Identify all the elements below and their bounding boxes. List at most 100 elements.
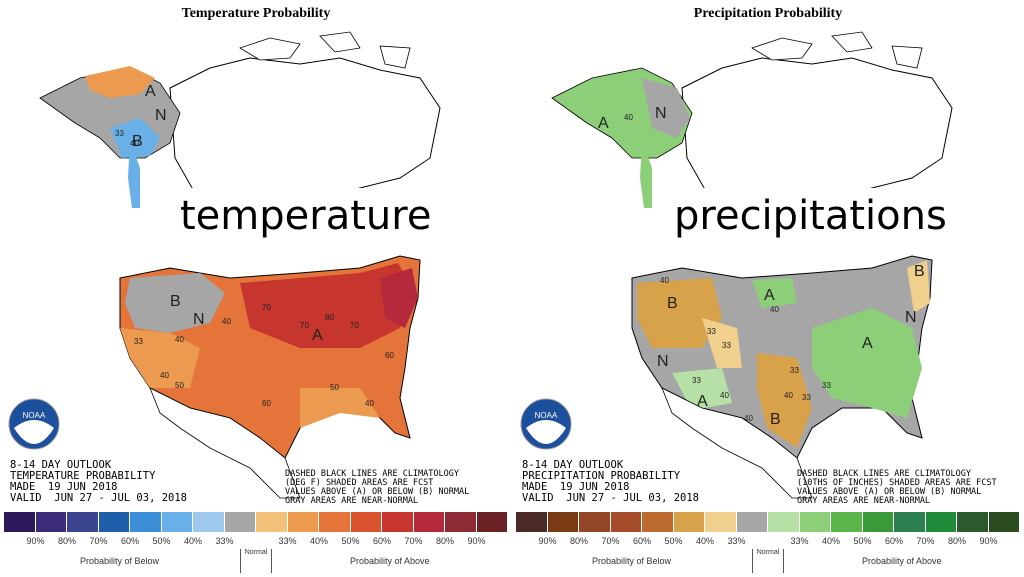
contour-label: 60 (262, 399, 271, 408)
temperature-overlay-label: temperature (164, 188, 448, 244)
northwest-below-zone (637, 278, 722, 348)
temperature-normal-caption: Normal (240, 549, 272, 573)
temperature-legend-note: DASHED BLACK LINES ARE CLIMATOLOGY (DEG F… (285, 469, 470, 506)
region-label: A (598, 115, 609, 132)
colorbar-swatch (705, 512, 737, 532)
temperature-below-caption: Probability of Below (80, 556, 160, 566)
alaska-normal-zone (642, 78, 690, 138)
svg-text:NOAA: NOAA (535, 411, 558, 420)
tick-label: 90% (979, 536, 998, 546)
contour-label: 40 (624, 113, 633, 122)
central-above-zone (240, 263, 412, 348)
contour-label: 40 (175, 335, 184, 344)
region-label: B (914, 263, 925, 280)
tick-label: 70% (601, 536, 620, 546)
region-label: A (312, 327, 323, 344)
colorbar-swatch (319, 512, 351, 532)
region-label: N (193, 311, 205, 328)
svg-text:NOAA: NOAA (23, 411, 46, 420)
colorbar-swatch (610, 512, 642, 532)
tick-label: 33% (790, 536, 809, 546)
contour-label: 33 (115, 129, 124, 138)
colorbar-swatch (161, 512, 193, 532)
colorbar-swatch (736, 512, 768, 532)
colorbar-swatch (287, 512, 319, 532)
colorbar-swatch (382, 512, 414, 532)
tick-label: 70% (89, 536, 108, 546)
contour-label: 33 (707, 327, 716, 336)
tick-label: 33% (215, 536, 234, 546)
precipitation-panel: Precipitation Probability A N B A N A B … (512, 0, 1024, 577)
contour-label: 70 (300, 321, 309, 330)
temperature-map: A N B B N A 33 40 40 33 40 50 70 60 70 8… (39, 31, 441, 499)
southeast-above-zone (812, 308, 922, 418)
tick-label: 50% (152, 536, 171, 546)
tick-label: 40% (309, 536, 329, 546)
colorbar-swatch (925, 512, 957, 532)
alaska-below-zone (110, 118, 160, 158)
region-label: B (132, 133, 143, 150)
contour-label: 33 (822, 381, 831, 390)
colorbar-swatch (350, 512, 382, 532)
temperature-panel: Temperature Probability A N B B N A 33 4… (4, 6, 508, 573)
tick-label: 80% (435, 536, 455, 546)
contour-label: 40 (720, 391, 729, 400)
contour-label: 40 (660, 276, 669, 285)
colorbar-swatch (476, 512, 508, 532)
precipitation-title: Precipitation Probability (693, 6, 843, 21)
colorbar-swatch (673, 512, 705, 532)
tick-label: 90% (467, 536, 486, 546)
precipitation-colorbar (516, 512, 1020, 532)
colorbar-swatch (4, 512, 36, 532)
temperature-above-caption: Probability of Above (350, 556, 430, 566)
tick-label: 90% (26, 536, 45, 546)
contour-label: 40 (130, 139, 139, 148)
contour-label: 80 (325, 313, 334, 322)
contour-label: 50 (175, 381, 184, 390)
precipitation-overlay-label: precipitations (658, 188, 963, 244)
colorbar-swatch (256, 512, 288, 532)
region-label: B (667, 295, 678, 312)
temperature-title: Temperature Probability (181, 6, 331, 21)
contour-label: 33 (692, 376, 701, 385)
contour-label: 40 (222, 317, 231, 326)
alaska-above-zone (85, 66, 155, 98)
temperature-colorbar (4, 512, 508, 532)
region-label: B (770, 411, 781, 428)
noaa-logo-icon: NOAA (520, 398, 572, 450)
tick-label: 60% (120, 536, 140, 546)
precipitation-above-caption: Probability of Above (862, 556, 942, 566)
noaa-logo-icon: NOAA (8, 398, 60, 450)
tick-label: 90% (538, 536, 557, 546)
tick-label: 50% (664, 536, 683, 546)
region-label: A (862, 335, 873, 352)
precipitation-outlook-info: 8-14 DAY OUTLOOK PRECIPITATION PROBABILIT… (522, 459, 700, 504)
precipitation-normal-caption: Normal (752, 549, 784, 573)
colorbar-swatch (831, 512, 863, 532)
tick-label: 40% (183, 536, 203, 546)
south-central-below-zone (757, 353, 812, 448)
colorbar-swatch (642, 512, 674, 532)
contour-label: 60 (385, 351, 394, 360)
region-label: N (155, 107, 167, 124)
tick-label: 33% (727, 536, 746, 546)
contour-label: 33 (790, 366, 799, 375)
tick-label: 40% (695, 536, 715, 546)
colorbar-swatch (862, 512, 894, 532)
region-label: B (170, 293, 181, 310)
colorbar-swatch (224, 512, 256, 532)
colorbar-swatch (67, 512, 99, 532)
temperature-outlook-info: 8-14 DAY OUTLOOK TEMPERATURE PROBABILITY M… (10, 459, 188, 504)
tick-label: 33% (278, 536, 297, 546)
precipitation-tick-labels: 90% 80% 70% 60% 50% 40% 33% 33% 40% 50% 60% 70% 80% 9… (516, 536, 1020, 548)
tick-label: 50% (341, 536, 360, 546)
region-label: N (657, 353, 669, 370)
tick-label: 60% (884, 536, 904, 546)
colorbar-swatch (894, 512, 926, 532)
colorbar-swatch (413, 512, 445, 532)
region-label: A (764, 287, 775, 304)
colorbar-swatch (547, 512, 579, 532)
contour-label: 40 (770, 305, 779, 314)
colorbar-swatch (516, 512, 548, 532)
colorbar-swatch (579, 512, 611, 532)
